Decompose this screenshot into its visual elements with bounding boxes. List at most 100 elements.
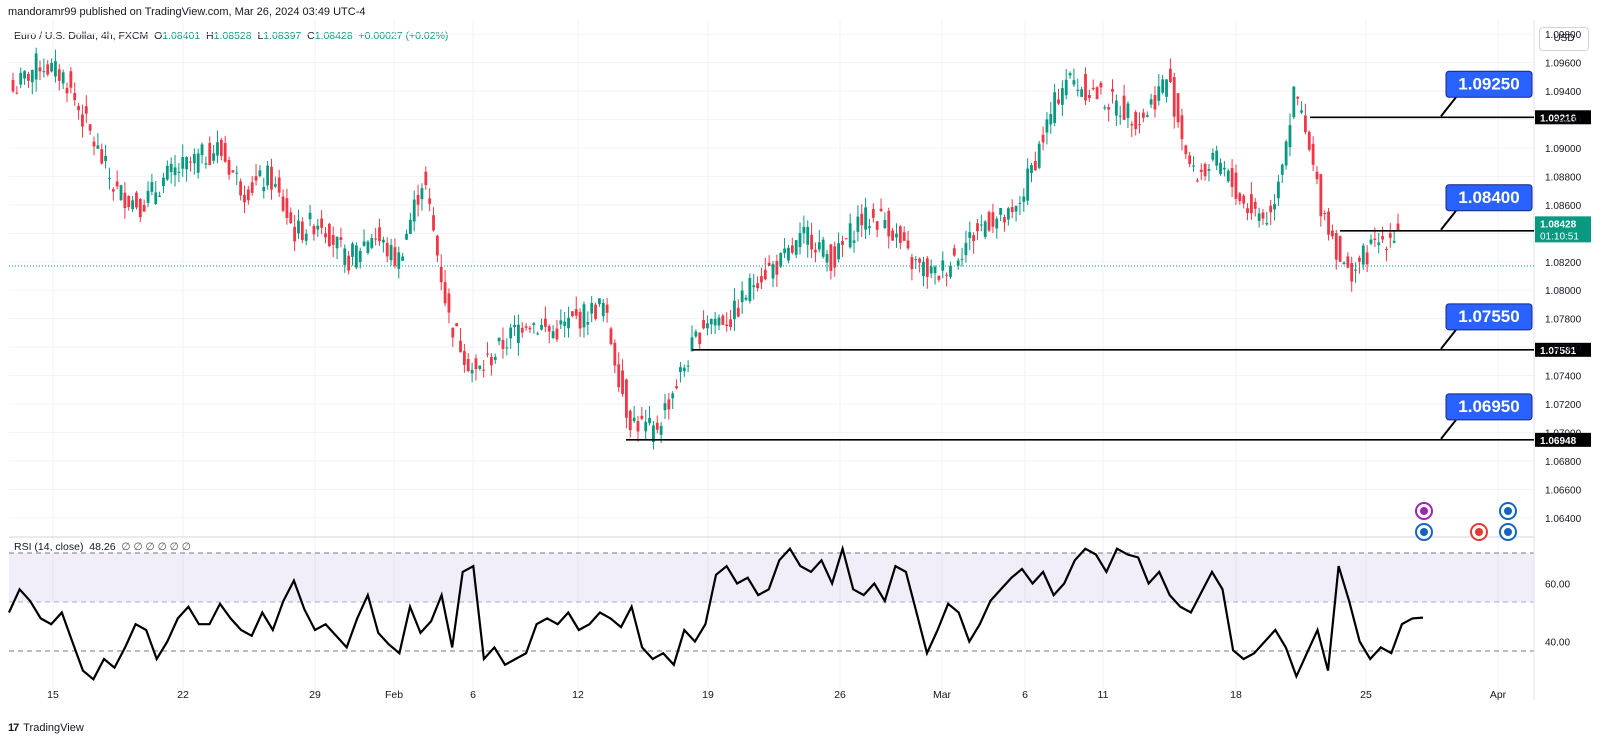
candle (1045, 112, 1049, 145)
candle (1041, 126, 1045, 151)
candle (972, 232, 976, 254)
candle (860, 204, 864, 238)
candle (679, 361, 682, 383)
candle (61, 69, 65, 90)
rsi-legend[interactable]: RSI (14, close) 48.26 ∅ ∅ ∅ ∅ ∅ ∅ (14, 541, 191, 553)
candle (698, 332, 702, 350)
candle (466, 352, 470, 373)
candle (84, 95, 88, 124)
candle (1226, 168, 1230, 183)
candle (1296, 96, 1300, 106)
currency-button[interactable]: USD (1539, 27, 1589, 51)
candle (181, 144, 185, 177)
candle (1003, 214, 1006, 232)
candle (443, 269, 447, 307)
time-axis: 15 22 29 Feb 6 12 19 26 Mar 6 11 18 25 Apr (47, 689, 1507, 701)
candle (1111, 79, 1114, 104)
tradingview-logo-icon: 17 (8, 722, 19, 734)
candle (1354, 262, 1357, 283)
candle (1018, 195, 1022, 216)
candle (1099, 80, 1103, 95)
candle (1257, 207, 1261, 228)
time-tick-label: 22 (177, 689, 189, 701)
open-value: 1.08401 (162, 30, 201, 42)
price-tick-label: 1.06600 (1545, 485, 1582, 496)
candle (11, 72, 15, 93)
price-tick-label: 1.09400 (1545, 87, 1582, 98)
candle (1010, 199, 1014, 219)
candle (995, 216, 999, 239)
candle (891, 227, 895, 241)
candle (57, 64, 61, 91)
candle (1331, 224, 1334, 240)
candle (88, 123, 92, 135)
candle (991, 203, 995, 234)
level-callout: 1.09250 (1440, 70, 1533, 117)
candle (833, 241, 837, 277)
candle (883, 212, 887, 230)
rsi-placeholders: ∅ ∅ ∅ ∅ ∅ ∅ (121, 541, 191, 553)
candle (1153, 86, 1157, 118)
footer-brand[interactable]: 17 TradingView (8, 722, 84, 734)
candle (92, 136, 96, 156)
candle (945, 272, 949, 287)
rsi-label: RSI (14, close) (14, 541, 84, 553)
candle (987, 210, 991, 232)
candle (636, 415, 640, 442)
candle (779, 252, 783, 268)
symbol-name[interactable]: Euro / U.S. Dollar, 4h, FXCM (14, 30, 149, 42)
candle (389, 238, 393, 266)
candle (1269, 199, 1273, 225)
candle (1107, 103, 1111, 122)
candle (1230, 159, 1234, 197)
candle (644, 409, 648, 440)
candle (335, 236, 339, 260)
candle (686, 360, 690, 373)
candle (354, 242, 358, 270)
candle (1219, 158, 1222, 176)
rsi-tick-label: 60.00 (1545, 580, 1570, 591)
candle (408, 212, 412, 235)
candle (254, 163, 258, 186)
rsi-axis: 60.00 40.00 (1545, 580, 1570, 649)
candle (536, 331, 540, 336)
level-callout-label: 1.08400 (1458, 188, 1519, 207)
candle (351, 241, 354, 266)
candle (489, 353, 493, 376)
rsi-value: 48.26 (89, 541, 116, 553)
candle (138, 197, 142, 223)
candle (420, 183, 424, 211)
candle (964, 230, 968, 263)
candle (1049, 102, 1053, 134)
event-markers (1415, 502, 1517, 541)
candle (756, 276, 759, 292)
high-label: H (206, 30, 214, 42)
candle (682, 364, 686, 377)
countdown-label: 01:10:51 (1540, 231, 1579, 242)
published-line: mandoramr99 published on TradingView.com… (8, 6, 366, 18)
candle (111, 187, 115, 201)
candle (1006, 206, 1010, 226)
candle (312, 224, 316, 241)
candle (709, 318, 713, 335)
candle (470, 362, 474, 383)
candle (1381, 226, 1384, 243)
candle (790, 237, 794, 255)
candle (227, 156, 231, 180)
candle (362, 229, 366, 247)
candle (1022, 188, 1026, 212)
candle (478, 365, 482, 371)
candle (937, 275, 941, 282)
candle (802, 215, 806, 244)
price-tick-label: 1.07200 (1545, 400, 1582, 411)
candle (814, 242, 817, 263)
candle (135, 190, 138, 210)
candle (1068, 71, 1072, 79)
candle (706, 315, 709, 336)
candle (293, 214, 297, 252)
candle (285, 188, 289, 225)
candle (968, 221, 972, 251)
candle (115, 170, 119, 190)
